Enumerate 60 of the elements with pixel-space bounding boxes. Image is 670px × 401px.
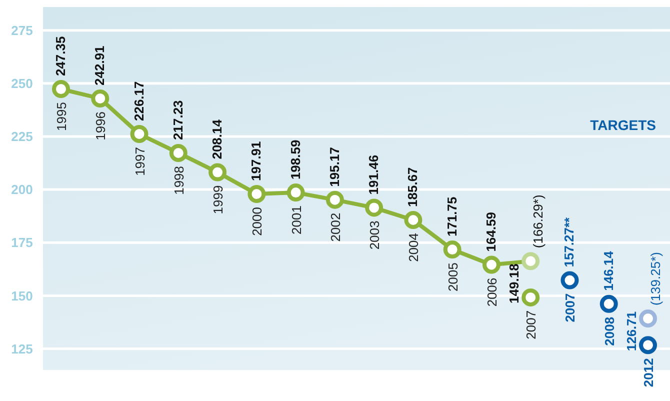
data-label: (166.29*) [530, 194, 546, 248]
point [286, 184, 305, 202]
data-label: 164.59 [483, 212, 498, 252]
y-tick-label: 125 [11, 341, 33, 356]
x-tick-label: 1995 [54, 102, 69, 131]
data-label: 226.17 [131, 81, 146, 122]
point [560, 271, 579, 290]
x-tick-label: 1999 [210, 185, 226, 214]
data-label: 217.23 [170, 100, 186, 140]
data-label: 191.46 [366, 154, 382, 195]
x-tick-label: 2002 [328, 212, 343, 242]
x-tick-label: 2012 [641, 358, 656, 388]
data-label: 171.75 [444, 196, 460, 237]
y-tick-label: 275 [11, 22, 33, 38]
data-label: 185.67 [405, 167, 420, 207]
annotation: TARGETS [590, 117, 656, 133]
x-tick-label: 2005 [445, 262, 460, 292]
y-tick-label: 200 [11, 182, 33, 198]
x-tick-label: 2006 [484, 278, 500, 307]
data-label: 157.27** [562, 216, 577, 268]
point [482, 256, 500, 274]
y-tick-label: 250 [11, 76, 33, 91]
point [365, 198, 384, 217]
data-label: 146.14 [600, 250, 616, 291]
x-tick-label: 1998 [171, 166, 186, 195]
data-label: 197.91 [248, 141, 264, 181]
point [443, 240, 462, 259]
x-tick-label: 2003 [367, 220, 382, 250]
x-tick-label: 1997 [132, 147, 148, 176]
point [248, 185, 266, 203]
data-label: 126.71 [624, 311, 639, 352]
data-label: 247.35 [53, 36, 68, 76]
point [639, 336, 657, 354]
point [522, 288, 540, 306]
point [639, 310, 657, 328]
data-label: 195.17 [326, 147, 342, 187]
x-tick-label: 1996 [93, 111, 108, 140]
point [130, 125, 148, 144]
data-label: 242.91 [92, 46, 108, 86]
point [522, 252, 540, 270]
point [169, 144, 188, 162]
point [208, 163, 227, 182]
x-tick-label: 2007 [562, 293, 578, 322]
data-label: 149.18 [506, 264, 522, 304]
point [326, 190, 344, 209]
y-tick-label: 175 [11, 235, 33, 250]
x-tick-label: 2001 [288, 206, 304, 234]
x-tick-label: 2008 [602, 316, 617, 346]
point [52, 80, 70, 98]
point [91, 89, 110, 108]
data-label: 198.59 [288, 140, 303, 180]
y-tick-label: 225 [11, 129, 33, 144]
y-tick-label: 150 [11, 288, 33, 304]
x-tick-label: 2007 [524, 310, 539, 340]
x-tick-label: 2004 [406, 232, 422, 262]
data-label: (139.25*) [648, 252, 663, 306]
data-label: 208.14 [210, 118, 225, 160]
x-tick-label: 2000 [250, 207, 265, 236]
point [404, 210, 422, 229]
point [600, 294, 618, 313]
